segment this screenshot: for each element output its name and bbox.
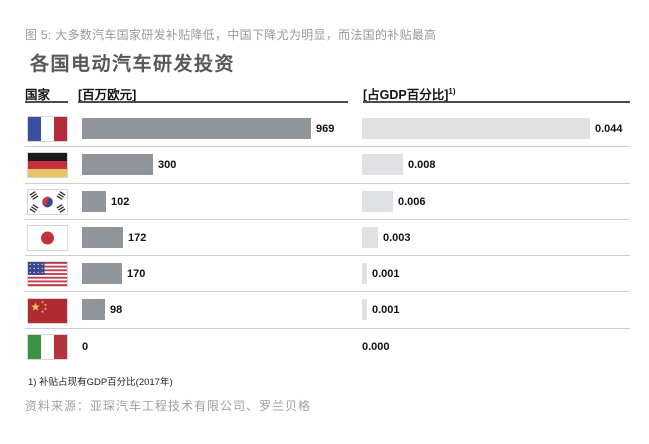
usa-flag-icon <box>28 262 67 287</box>
france-flag-icon <box>28 117 67 142</box>
gdp-value-label: 0.000 <box>362 340 390 353</box>
gdp-bar <box>362 299 367 321</box>
euro-value-label: 0 <box>82 340 89 353</box>
gdp-column-header: [占GDP百分比]1) <box>363 84 456 103</box>
gdp-value-label: 0.003 <box>383 231 411 244</box>
source-line: 资料来源：亚琛汽车工程技术有限公司、罗兰贝格 <box>25 399 312 413</box>
gdp-header-rule <box>363 101 630 103</box>
euro-bar <box>82 299 105 321</box>
japan-flag-icon <box>28 226 67 251</box>
table-row: 0 0.000 <box>0 329 649 365</box>
table-row: 102 0.006 <box>0 184 649 220</box>
row-separator <box>25 218 630 220</box>
gdp-bar <box>362 263 367 285</box>
euro-value-label: 300 <box>158 159 177 172</box>
gdp-value-label: 0.008 <box>408 159 436 172</box>
euro-bar <box>82 190 106 212</box>
row-separator <box>25 182 630 184</box>
row-separator <box>25 291 630 293</box>
chart-rows: 969 0.044 300 0.008 102 0.006 172 0.003 170 0.001… <box>0 111 649 365</box>
table-row: 172 0.003 <box>0 220 649 257</box>
euro-bar <box>82 118 311 139</box>
euro-bar <box>82 226 123 248</box>
row-separator <box>25 327 630 329</box>
row-separator <box>25 255 630 257</box>
country-header-rule <box>25 101 68 103</box>
gdp-column-header-label: [占GDP百分比] <box>363 88 449 102</box>
euro-value-label: 102 <box>111 195 130 208</box>
footnote-marker: 1) <box>448 86 456 96</box>
south-korea-flag-icon <box>28 189 67 214</box>
gdp-value-label: 0.044 <box>595 123 623 135</box>
euro-header-rule <box>78 101 348 103</box>
euro-value-label: 98 <box>110 304 123 317</box>
country-column-header: 国家 <box>25 88 51 102</box>
euro-column-header: [百万欧元] <box>78 88 137 102</box>
table-row: 170 0.001 <box>0 256 649 293</box>
gdp-value-label: 0.001 <box>372 268 400 281</box>
italy-flag-icon <box>28 334 67 359</box>
euro-value-label: 969 <box>316 123 335 135</box>
table-row: 98 0.001 <box>0 292 649 329</box>
table-row: 969 0.044 <box>0 111 649 148</box>
footnote: 1) 补贴占现有GDP百分比(2017年) <box>28 377 173 388</box>
gdp-value-label: 0.001 <box>372 304 400 317</box>
figure-caption: 图 5: 大多数汽车国家研发补贴降低，中国下降尤为明显，而法国的补贴最高 <box>25 28 437 42</box>
euro-value-label: 172 <box>128 231 147 244</box>
euro-bar <box>82 154 153 176</box>
gdp-bar <box>362 118 590 139</box>
gdp-bar <box>362 154 403 176</box>
table-row: 300 0.008 <box>0 147 649 184</box>
gdp-bar <box>362 190 393 212</box>
germany-flag-icon <box>28 153 67 178</box>
euro-value-label: 170 <box>127 268 146 281</box>
chart-title: 各国电动汽车研发投资 <box>30 54 236 75</box>
gdp-value-label: 0.006 <box>398 195 426 208</box>
euro-bar <box>82 263 122 285</box>
china-flag-icon <box>28 298 67 323</box>
row-separator <box>25 146 630 148</box>
gdp-bar <box>362 226 378 248</box>
